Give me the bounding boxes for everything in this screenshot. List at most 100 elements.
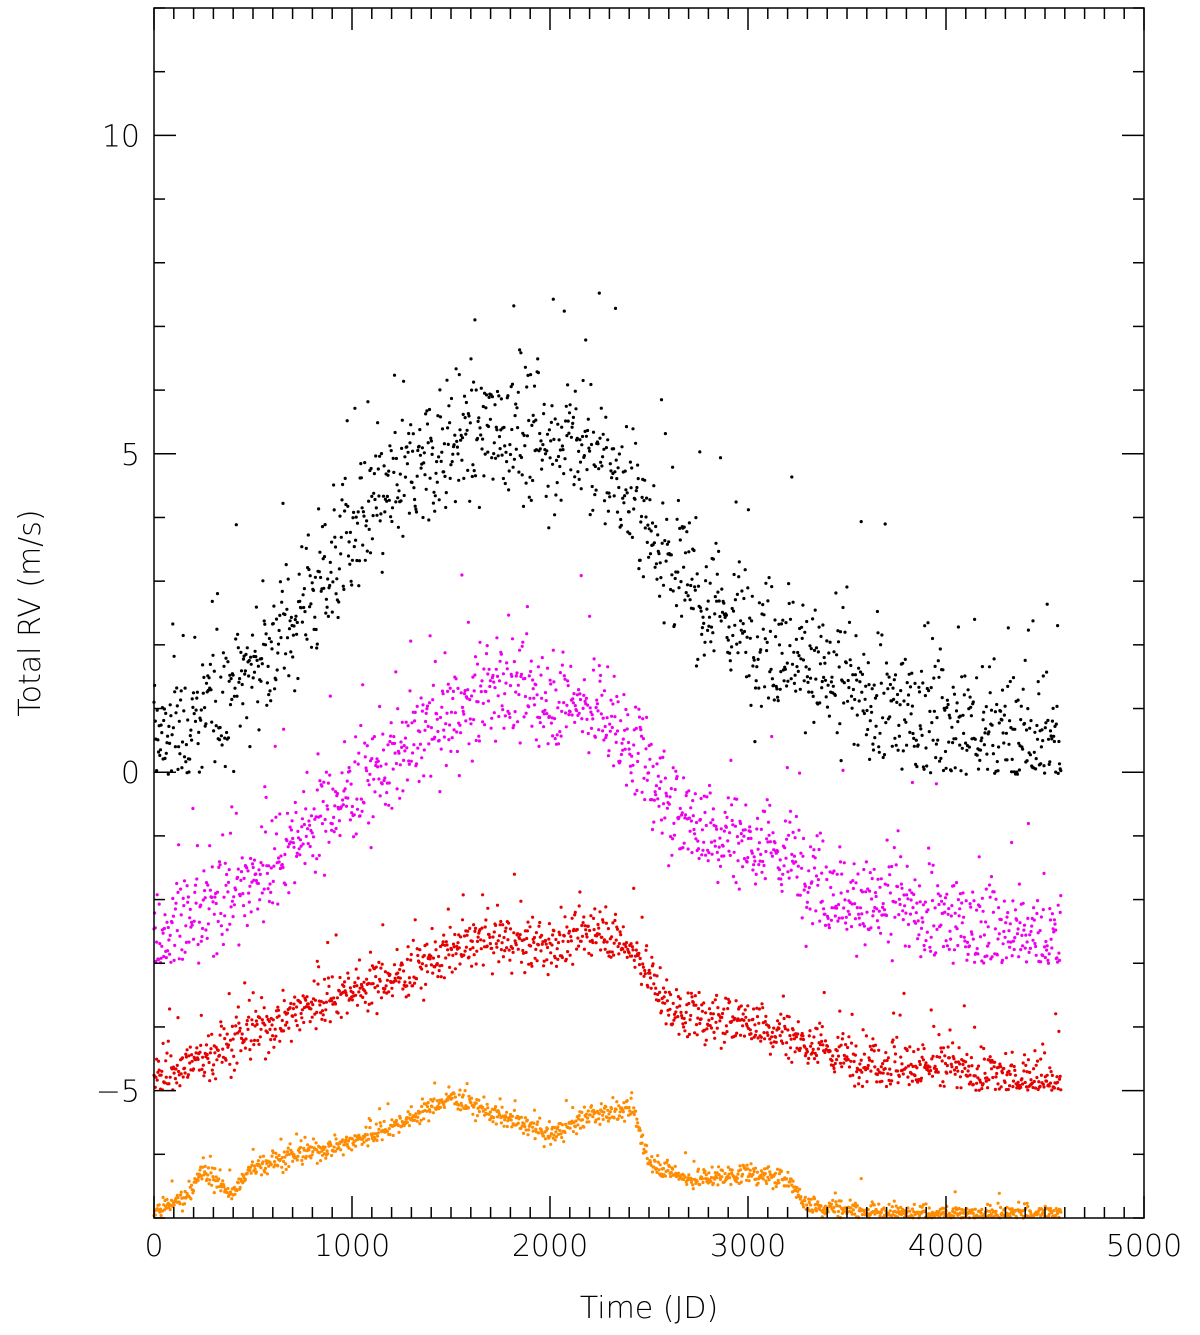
data-point (407, 993, 411, 997)
data-point (328, 1020, 332, 1024)
data-point (602, 1110, 606, 1114)
data-point (249, 655, 253, 659)
data-point (901, 661, 905, 665)
data-point (858, 1062, 862, 1066)
data-point (705, 795, 709, 799)
data-point (279, 854, 283, 858)
data-point (953, 1072, 957, 1076)
data-point (308, 1020, 312, 1024)
data-point (521, 504, 526, 508)
data-point (337, 819, 341, 823)
data-point (395, 787, 399, 791)
data-point (589, 1104, 594, 1108)
data-point (967, 944, 972, 948)
data-point (236, 632, 240, 637)
data-point (694, 837, 698, 841)
data-point (781, 618, 785, 622)
data-point (556, 1132, 561, 1136)
data-point (272, 604, 276, 608)
data-point (701, 848, 705, 852)
data-point (450, 736, 454, 740)
data-point (734, 999, 738, 1003)
data-point (487, 667, 491, 671)
data-point (491, 935, 495, 939)
data-point (611, 1096, 615, 1100)
data-point (746, 1004, 750, 1008)
data-point (537, 744, 541, 749)
data-point (285, 636, 290, 640)
data-point (424, 719, 428, 724)
data-point (369, 466, 373, 471)
data-point (234, 811, 238, 815)
data-point (637, 963, 642, 967)
data-point (1021, 1082, 1025, 1086)
data-point (877, 909, 881, 913)
data-point (500, 941, 504, 945)
data-point (357, 1133, 361, 1137)
data-point (826, 683, 830, 687)
data-point (365, 744, 369, 748)
data-point (490, 972, 494, 976)
data-point (553, 513, 557, 517)
data-point (405, 462, 409, 466)
data-point (473, 318, 477, 322)
data-point (667, 540, 671, 544)
data-point (285, 607, 289, 611)
data-point (411, 984, 415, 988)
data-point (1045, 670, 1049, 674)
data-point (649, 742, 653, 747)
data-point (743, 828, 747, 832)
data-point (190, 1053, 194, 1057)
data-point (561, 650, 565, 654)
data-point (1048, 907, 1052, 911)
data-point (884, 721, 888, 725)
data-point (941, 945, 946, 949)
data-point (322, 555, 327, 559)
data-point (847, 686, 851, 690)
data-point (800, 866, 804, 870)
data-point (282, 1029, 286, 1033)
data-point (292, 845, 296, 849)
data-point (964, 945, 968, 949)
data-point (992, 890, 996, 894)
data-point (808, 644, 812, 648)
data-point (629, 1096, 633, 1100)
data-point (707, 615, 712, 619)
data-point (702, 1001, 706, 1005)
data-point (823, 923, 828, 928)
data-point (547, 714, 552, 719)
data-point (320, 784, 324, 788)
data-point (707, 783, 712, 788)
data-point (619, 752, 624, 757)
data-point (669, 553, 673, 557)
data-point (304, 998, 308, 1002)
data-point (486, 1106, 490, 1110)
data-point (426, 441, 430, 445)
data-point (999, 918, 1003, 922)
data-point (1022, 1053, 1027, 1057)
data-point (566, 684, 570, 688)
data-point (1045, 948, 1049, 952)
data-point (214, 699, 218, 703)
data-point (250, 1163, 254, 1167)
data-point (343, 1143, 347, 1147)
data-point (356, 976, 360, 980)
data-point (492, 930, 496, 934)
data-point (507, 948, 511, 952)
data-point (442, 1103, 446, 1107)
data-point (960, 675, 964, 679)
data-point (573, 704, 577, 708)
data-point (868, 871, 872, 875)
data-point (945, 705, 949, 710)
data-point (290, 819, 294, 823)
data-point (771, 1045, 775, 1049)
data-point (706, 628, 710, 633)
data-point (365, 1133, 369, 1137)
data-point (753, 740, 757, 744)
data-point (274, 678, 278, 682)
data-point (945, 1071, 949, 1075)
data-point (1038, 1084, 1042, 1088)
data-point (735, 797, 739, 801)
data-point (370, 537, 374, 541)
data-point (707, 1007, 712, 1011)
